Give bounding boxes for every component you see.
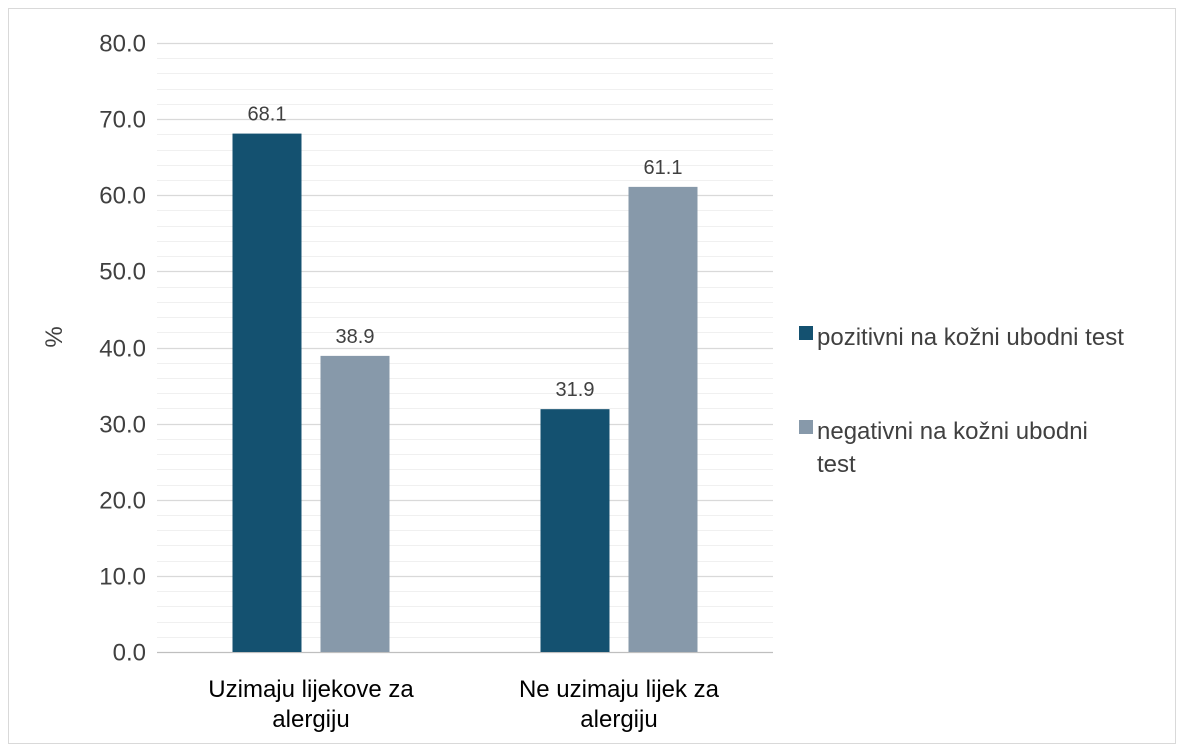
y-tick-label: 10.0: [99, 564, 146, 591]
bar: [628, 186, 698, 652]
bar: [232, 133, 302, 652]
y-tick-label: 0.0: [113, 640, 146, 667]
y-axis-label: %: [41, 326, 68, 347]
bar: [320, 355, 390, 652]
y-tick-label: 50.0: [99, 259, 146, 286]
y-tick-label: 80.0: [99, 31, 146, 58]
y-tick-label: 70.0: [99, 107, 146, 134]
y-tick-label: 60.0: [99, 183, 146, 210]
y-tick-label: 20.0: [99, 488, 146, 515]
x-category-label: Uzimaju lijekove za: [208, 676, 414, 703]
data-label: 38.9: [336, 326, 375, 348]
legend-swatch: [799, 420, 813, 434]
bar: [540, 409, 610, 652]
data-label: 68.1: [248, 104, 287, 126]
legend-label: negativni na kožni ubodni: [817, 418, 1088, 445]
x-category-label: alergiju: [272, 706, 349, 733]
y-tick-label: 40.0: [99, 336, 146, 363]
legend-label: pozitivni na kožni ubodni test: [817, 324, 1124, 351]
x-category-label: alergiju: [580, 706, 657, 733]
y-tick-label: 30.0: [99, 412, 146, 439]
data-label: 31.9: [556, 379, 595, 401]
x-category-label: Ne uzimaju lijek za: [519, 676, 720, 703]
data-label: 61.1: [644, 157, 683, 179]
legend-label: test: [817, 451, 856, 478]
legend-swatch: [799, 326, 813, 340]
